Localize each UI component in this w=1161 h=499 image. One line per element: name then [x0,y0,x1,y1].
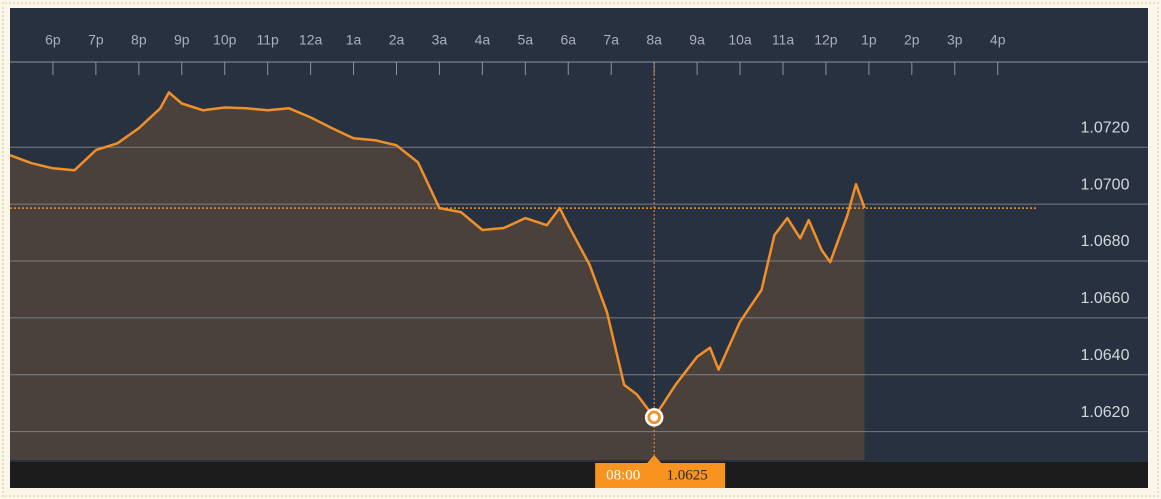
x-tick-label: 12a [299,32,323,48]
x-tick-label: 8p [131,32,147,48]
x-tick-label: 3p [947,32,963,48]
x-tick-label: 6p [45,32,61,48]
y-tick-label: 1.0700 [1081,176,1130,193]
x-tick-label: 10a [728,32,752,48]
line [9,91,866,419]
x-tick-label: 8a [646,32,662,48]
y-tick-label: 1.0680 [1081,233,1130,250]
area [10,92,865,461]
x-tick-label: 9p [174,32,190,48]
x-tick-label: 3a [432,32,448,48]
x-tick-label: 1a [346,32,362,48]
bottom-strip [10,462,1148,488]
crosshair-value: 1.0625 [667,467,708,483]
x-tick-label: 4p [990,32,1006,48]
x-tick-label: 2p [904,32,920,48]
x-tick-label: 1p [861,32,877,48]
x-tick-label: 7p [88,32,104,48]
crosshair-pointer [647,455,662,463]
x-tick-label: 5a [518,32,534,48]
y-tick-label: 1.0620 [1081,404,1130,421]
crosshair-label-box [595,463,726,488]
x-tick-label: 4a [475,32,491,48]
x-tick-label: 7a [603,32,619,48]
y-tick-label: 1.0640 [1081,347,1130,364]
x-tick-label: 9a [689,32,705,48]
crosshair-point-core [650,413,659,422]
x-tick-label: 6a [560,32,576,48]
x-tick-label: 11a [772,32,795,48]
y-tick-label: 1.0720 [1081,120,1130,137]
x-tick-label: 10p [213,32,237,48]
x-tick-label: 2a [389,32,405,48]
crosshair-time: 08:00 [606,467,640,483]
x-tick-label: 12p [814,32,838,48]
y-tick-label: 1.0660 [1081,290,1130,307]
x-tick-label: 11p [256,32,279,48]
